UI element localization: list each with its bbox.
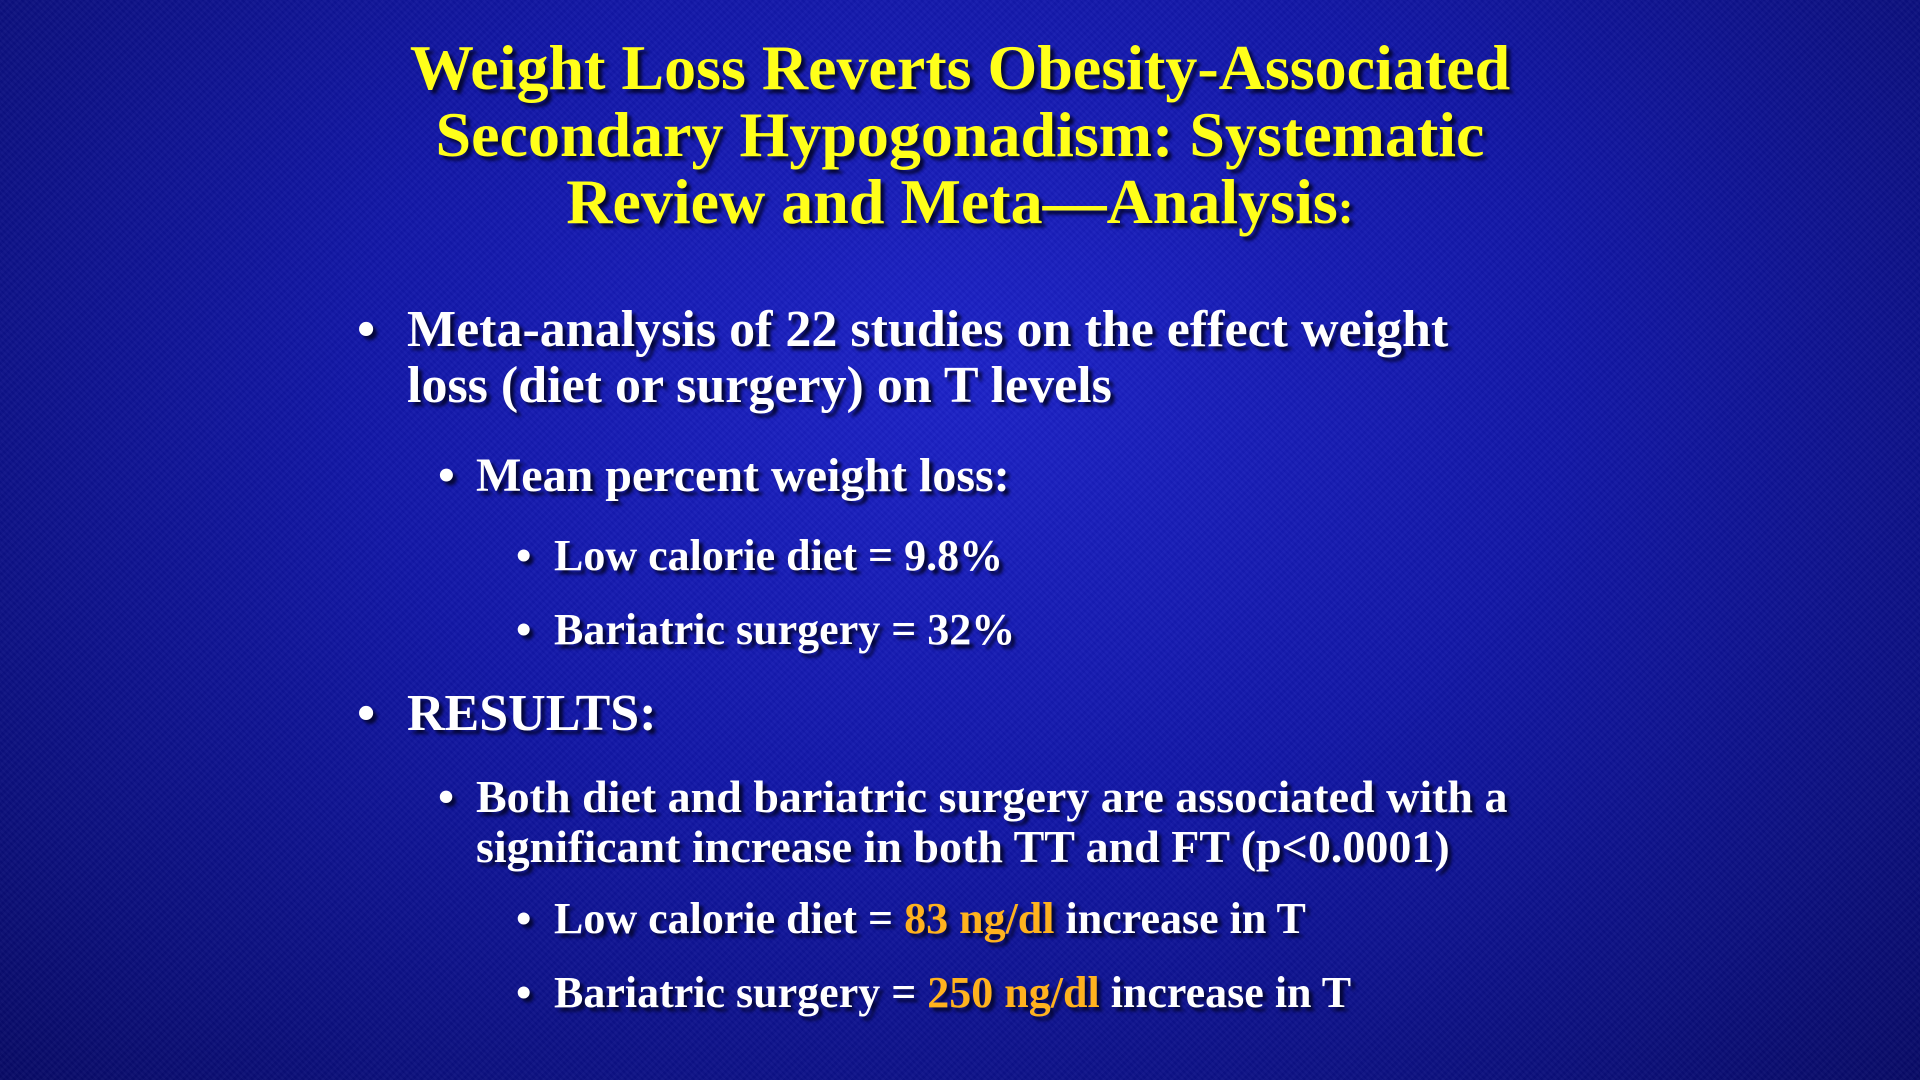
meta-analysis-line-2: loss (diet or surgery) on T levels [407,357,1112,414]
slide-title: Weight Loss Reverts Obesity-Associated S… [0,34,1920,241]
bullet-low-calorie-diet-increase: • Low calorie diet = 83 ng/dl increase i… [516,894,1306,943]
bullet-results: • RESULTS: [357,685,657,742]
bariatric-surgery-suffix: increase in T [1099,968,1352,1017]
bariatric-surgery-loss-text: Bariatric surgery = 32% [554,605,1016,654]
low-calorie-diet-value: 83 ng/dl [904,894,1055,943]
bullet-bariatric-surgery-loss: • Bariatric surgery = 32% [516,605,1016,654]
bullet-dot: • [357,301,376,358]
bullet-dot: • [516,894,532,943]
low-calorie-diet-prefix: Low calorie diet = [554,894,905,943]
title-line-2: Secondary Hypogonadism: Systematic [435,99,1485,170]
bullet-meta-analysis: • Meta-analysis of 22 studies on the eff… [357,301,1449,414]
title-line-1: Weight Loss Reverts Obesity-Associated [409,32,1511,103]
both-diet-surgery-line-1: Both diet and bariatric surgery are asso… [476,771,1508,822]
title-line-3-text: Review and Meta—Analysis [566,166,1338,237]
bullet-dot: • [357,685,376,742]
results-text: RESULTS: [407,685,657,742]
bullet-mean-weight-loss: • Mean percent weight loss: [438,449,1010,502]
bullet-dot: • [516,531,532,580]
title-line-3: Review and Meta—Analysis: [0,168,1920,241]
meta-analysis-line-1: Meta-analysis of 22 studies on the effec… [407,301,1449,358]
bullet-both-diet-surgery: • Both diet and bariatric surgery are as… [438,771,1508,872]
bullet-low-calorie-diet-loss: • Low calorie diet = 9.8% [516,531,1004,580]
bullet-bariatric-surgery-increase: • Bariatric surgery = 250 ng/dl increase… [516,968,1352,1017]
bariatric-surgery-value: 250 ng/dl [927,968,1100,1017]
bullet-dot: • [438,449,455,502]
both-diet-surgery-line-2: significant increase in both TT and FT (… [476,821,1450,872]
bullet-dot: • [516,968,532,1017]
bullet-dot: • [438,771,455,822]
bullet-dot: • [516,605,532,654]
mean-weight-loss-text: Mean percent weight loss: [476,449,1010,502]
title-colon: : [1337,181,1354,234]
low-calorie-diet-loss-text: Low calorie diet = 9.8% [554,531,1004,580]
bariatric-surgery-prefix: Bariatric surgery = [554,968,928,1017]
low-calorie-diet-suffix: increase in T [1054,894,1306,943]
